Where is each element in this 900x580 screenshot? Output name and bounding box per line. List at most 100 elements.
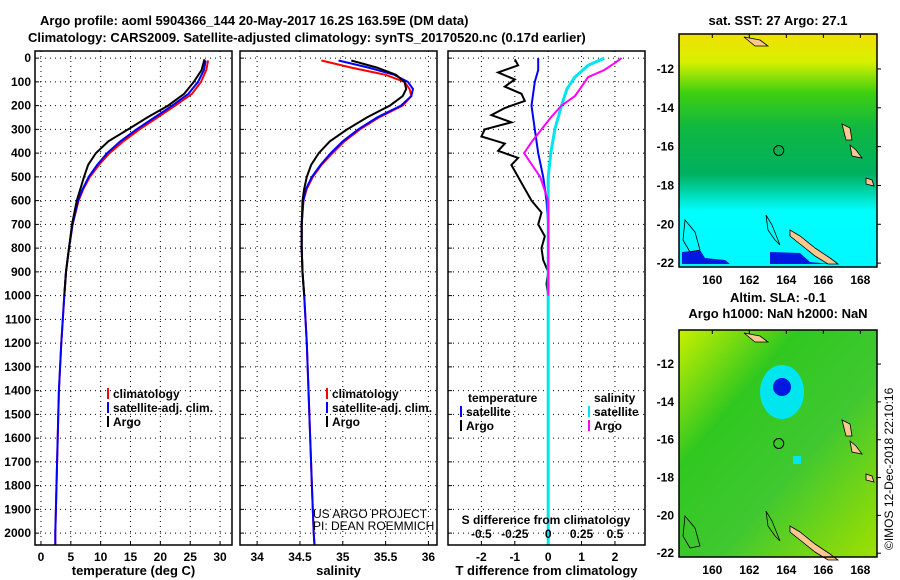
bathymetry-contour	[765, 214, 781, 246]
depth-tick-label: 800	[11, 241, 31, 255]
island-shape	[789, 229, 840, 265]
depth-tick-label: 1900	[4, 502, 31, 516]
series-line-salinity-argo	[522, 57, 623, 296]
legend-label: Argo	[332, 415, 360, 429]
depth-tick-label: 1700	[4, 455, 31, 469]
credit-text: US ARGO PROJECT	[313, 507, 428, 521]
lat-tick-label: -22	[657, 256, 675, 270]
depth-tick-label: 2000	[4, 526, 31, 540]
lat-tick-label: -20	[657, 217, 675, 231]
x-tick-label: -1	[509, 550, 520, 564]
x-tick-label: 34	[250, 550, 264, 564]
lon-tick-label: 168	[850, 273, 870, 287]
map-frame	[678, 33, 878, 268]
island-shape	[841, 419, 853, 437]
lat-tick-label: -20	[657, 508, 675, 522]
title-line2: Climatology: CARS2009. Satellite-adjuste…	[28, 30, 586, 45]
plot-frame	[447, 50, 646, 546]
depth-tick-label: 1100	[5, 312, 31, 326]
lon-tick-label: 162	[739, 563, 759, 577]
legend-swatch	[460, 406, 462, 417]
depth-tick-label: 300	[11, 122, 31, 136]
plot-frame	[34, 50, 233, 546]
lat-tick-label: -12	[657, 62, 675, 76]
depth-tick-label: 500	[11, 170, 31, 184]
x-axis-label: salinity	[316, 563, 362, 578]
legend-swatch	[107, 416, 109, 427]
series-line-climatology	[300, 59, 413, 546]
lat-tick-label: -16	[657, 433, 675, 447]
profile-panel-2: 34 34.5 35 35.5 36 salinity climatologysatelli…	[239, 50, 438, 578]
legend-swatch	[326, 402, 328, 413]
depth-tick-label: 1300	[4, 360, 31, 374]
legend-label: satellite-adj. clim.	[113, 401, 213, 415]
lon-tick-label: 168	[850, 563, 870, 577]
legend-swatch	[326, 416, 328, 427]
series-line-salinity-satellite	[546, 56, 605, 545]
depth-tick-label: 0	[24, 51, 31, 65]
x-tick-label: 25	[184, 550, 198, 564]
lat-tick-label: -14	[657, 395, 675, 409]
depth-tick-label: 100	[11, 75, 31, 89]
sla-map-title: Altim. SLA: -0.1	[730, 290, 826, 305]
legend-swatch	[107, 388, 109, 399]
x-tick-label: 5	[67, 550, 74, 564]
x-axis-label: T difference from climatology	[455, 563, 638, 578]
series-line-argo	[63, 59, 206, 296]
legend-label: climatology	[113, 387, 180, 401]
legend-label: satellite	[466, 405, 511, 419]
legend-swatch	[107, 402, 109, 413]
sla-map: Altim. SLA: -0.1 Argo h1000: NaN h2000: …	[657, 290, 881, 577]
x-tick-label: 35	[336, 550, 350, 564]
x-tick-label: 36	[422, 550, 436, 564]
lon-tick-label: 160	[702, 563, 722, 577]
sla-eddy-core	[773, 378, 791, 396]
lat-tick-label: -18	[657, 471, 675, 485]
lat-tick-label: -22	[657, 546, 675, 560]
island-shape	[865, 177, 875, 187]
depth-tick-label: 400	[11, 146, 31, 160]
x-axis-label: temperature (deg C)	[72, 563, 196, 578]
s-diff-tick-label: 0.5	[607, 527, 624, 541]
island-shape	[841, 123, 853, 141]
lon-tick-label: 164	[776, 563, 796, 577]
profile-panel-3: -2 -1 0 1 2T difference from climatology temp…	[447, 50, 646, 578]
legend-label: climatology	[332, 387, 399, 401]
island-shape	[849, 439, 863, 455]
legend-label: satellite-adj. clim.	[332, 401, 432, 415]
series-line-satellite-adj-clim-	[300, 59, 415, 546]
series-line-satellite-adj-clim-	[54, 60, 207, 545]
map-frame	[678, 329, 878, 558]
cold-sst-patch	[682, 250, 830, 264]
lon-tick-label: 164	[776, 273, 796, 287]
depth-tick-label: 1500	[4, 407, 31, 421]
lat-tick-label: -16	[657, 140, 675, 154]
lon-tick-label: 162	[739, 273, 759, 287]
sla-small-patch	[793, 456, 801, 464]
depth-tick-label: 1600	[4, 431, 31, 445]
island-shape	[743, 36, 770, 47]
sst-map: sat. SST: 27 Argo: 27.1 160 162 164 166 168 -…	[657, 13, 881, 287]
profile-panel-1: 0100200300400500600700800900100011001200…	[4, 50, 233, 578]
sla-field	[679, 330, 877, 557]
depth-tick-label: 600	[11, 194, 31, 208]
legend-swatch	[588, 420, 590, 431]
argo-float-marker	[773, 438, 785, 449]
depth-tick-label: 200	[11, 99, 31, 113]
s-diff-tick-label: 0.25	[570, 527, 594, 541]
depth-tick-label: 1400	[4, 384, 31, 398]
island-shape	[743, 332, 770, 343]
depth-tick-label: 1000	[4, 289, 31, 303]
copyright-text: ©IMOS 12-Dec-2018 22:10:16	[882, 387, 896, 550]
island-shape	[865, 473, 875, 483]
plot-frame	[239, 50, 438, 546]
legend-temperature-title: temperature	[468, 391, 538, 405]
x-tick-label: 15	[124, 550, 138, 564]
sst-field	[679, 34, 877, 267]
series-line-argo	[300, 59, 408, 296]
x-tick-label: 1	[578, 550, 585, 564]
s-diff-axis-label: S difference from climatology	[462, 513, 631, 527]
title-line1: Argo profile: aoml 5904366_144 20-May-20…	[40, 13, 469, 28]
x-tick-label: 10	[94, 550, 108, 564]
